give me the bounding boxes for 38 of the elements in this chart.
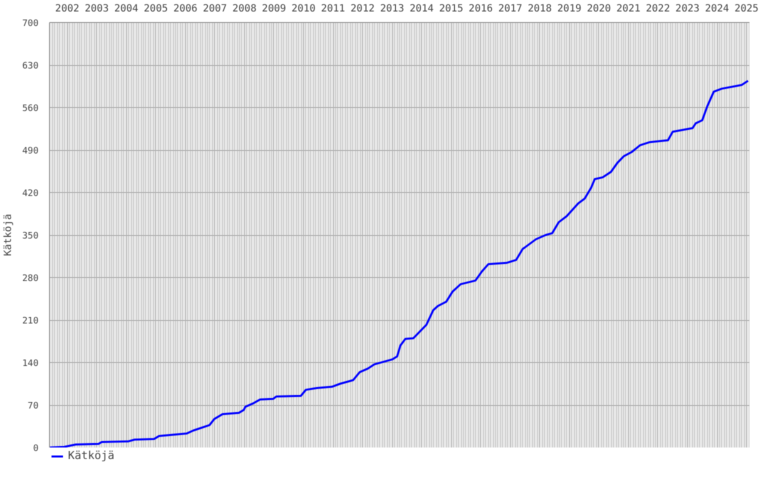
x-tick-label: 2002 <box>55 4 80 14</box>
x-tick-label: 2008 <box>232 4 256 14</box>
x-tick-label: 2016 <box>468 4 493 14</box>
x-tick-label: 2011 <box>321 4 346 14</box>
y-tick-label: 280 <box>22 274 39 284</box>
x-tick-label: 2019 <box>557 4 582 14</box>
y-tick-label: 560 <box>22 104 39 114</box>
x-tick-label: 2018 <box>528 4 552 14</box>
y-tick-label: 420 <box>22 189 39 199</box>
x-tick-label: 2009 <box>262 4 286 14</box>
x-tick-label: 2017 <box>498 4 522 14</box>
x-tick-label: 2022 <box>646 4 670 14</box>
y-tick-label: 350 <box>22 232 39 242</box>
y-axis-title: Kätköjä <box>3 214 14 256</box>
x-tick-label: 2007 <box>202 4 227 14</box>
x-tick-label: 2023 <box>675 4 700 14</box>
y-tick-label: 140 <box>22 359 39 369</box>
y-tick-label: 70 <box>28 402 39 412</box>
x-tick-label: 2013 <box>380 4 404 14</box>
y-tick-label: 210 <box>22 316 39 326</box>
y-tick-label: 630 <box>22 62 39 72</box>
x-tick-label: 2006 <box>173 4 198 14</box>
series-label: Kätköjä <box>68 449 114 462</box>
x-tick-label: 2025 <box>734 4 759 14</box>
x-tick-label: 2021 <box>616 4 640 14</box>
y-tick-label: 490 <box>22 146 39 156</box>
x-tick-label: 2004 <box>114 4 138 14</box>
x-tick-label: 2024 <box>704 4 730 14</box>
x-tick-label: 2005 <box>144 4 168 14</box>
x-tick-label: 2003 <box>84 4 109 14</box>
line-series <box>50 80 750 448</box>
x-tick-label: 2020 <box>586 4 611 14</box>
x-tick-label: 2012 <box>350 4 375 14</box>
x-tick-label: 2014 <box>410 4 434 14</box>
y-tick-label: 0 <box>33 444 39 454</box>
y-tick-label: 700 <box>22 19 39 29</box>
x-tick-label: 2015 <box>439 4 464 14</box>
x-tick-label: 2010 <box>291 4 316 14</box>
